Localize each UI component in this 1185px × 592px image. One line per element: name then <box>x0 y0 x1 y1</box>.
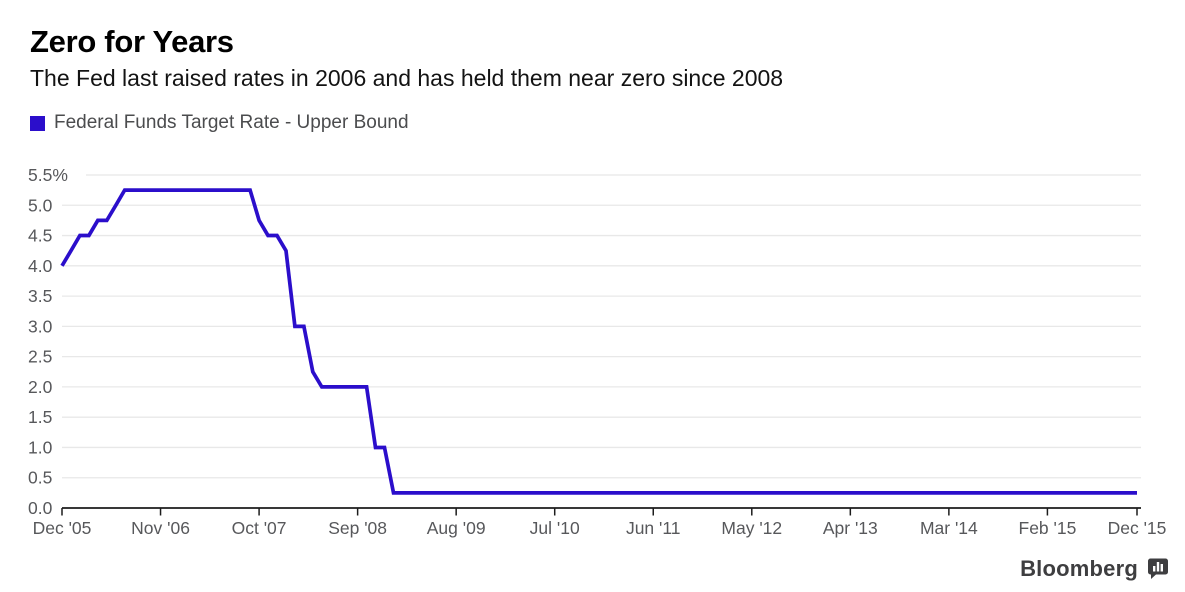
bloomberg-bubble-icon <box>1148 558 1168 579</box>
gridlines <box>62 174 1141 479</box>
svg-text:Dec '05: Dec '05 <box>33 518 92 538</box>
bloomberg-logo: Bloomberg <box>1020 556 1169 582</box>
svg-text:1.5: 1.5 <box>28 407 52 427</box>
svg-text:Jun '11: Jun '11 <box>626 518 681 538</box>
svg-text:3.5: 3.5 <box>28 286 52 306</box>
svg-text:1.0: 1.0 <box>28 437 53 457</box>
svg-text:Nov '06: Nov '06 <box>131 518 190 538</box>
x-axis-labels: Dec '05 Nov '06 Oct '07 Sep '08 Aug '09 Jul '… <box>33 518 1167 538</box>
svg-text:Aug '09: Aug '09 <box>427 518 486 538</box>
svg-text:Apr '13: Apr '13 <box>823 518 878 538</box>
svg-text:4.5: 4.5 <box>28 226 52 246</box>
svg-text:2.0: 2.0 <box>28 377 53 397</box>
svg-text:Jul '10: Jul '10 <box>530 518 580 538</box>
svg-text:3.0: 3.0 <box>28 316 53 336</box>
chart-subtitle: The Fed last raised rates in 2006 and ha… <box>30 65 784 91</box>
legend-label: Federal Funds Target Rate - Upper Bound <box>54 112 409 133</box>
legend-swatch <box>30 115 45 131</box>
svg-text:5.5%: 5.5% <box>28 165 68 185</box>
svg-text:4.0: 4.0 <box>28 256 53 276</box>
svg-text:Dec '15: Dec '15 <box>1108 518 1167 538</box>
svg-text:0.0: 0.0 <box>28 498 53 518</box>
bloomberg-wordmark: Bloomberg <box>1020 556 1138 581</box>
rate-line <box>60 188 1137 495</box>
svg-text:Mar '14: Mar '14 <box>920 518 978 538</box>
x-axis <box>61 507 1141 516</box>
legend: Federal Funds Target Rate - Upper Bound <box>30 112 409 134</box>
y-axis-labels: 0.0 0.5 1.0 1.5 2.0 2.5 3.0 3.5 4.0 4.5 5.0 5.5% <box>28 165 68 518</box>
svg-text:0.5: 0.5 <box>28 468 52 488</box>
svg-text:Sep '08: Sep '08 <box>328 518 387 538</box>
line-chart: 0.0 0.5 1.0 1.5 2.0 2.5 3.0 3.5 4.0 4.5 5.0 5.5% Dec… <box>28 165 1167 538</box>
page-title: Zero for Years <box>30 24 234 59</box>
svg-text:2.5: 2.5 <box>28 347 52 367</box>
svg-text:Feb '15: Feb '15 <box>1019 518 1077 538</box>
svg-text:May '12: May '12 <box>721 518 782 538</box>
svg-text:Oct '07: Oct '07 <box>232 518 287 538</box>
svg-text:5.0: 5.0 <box>28 195 53 215</box>
